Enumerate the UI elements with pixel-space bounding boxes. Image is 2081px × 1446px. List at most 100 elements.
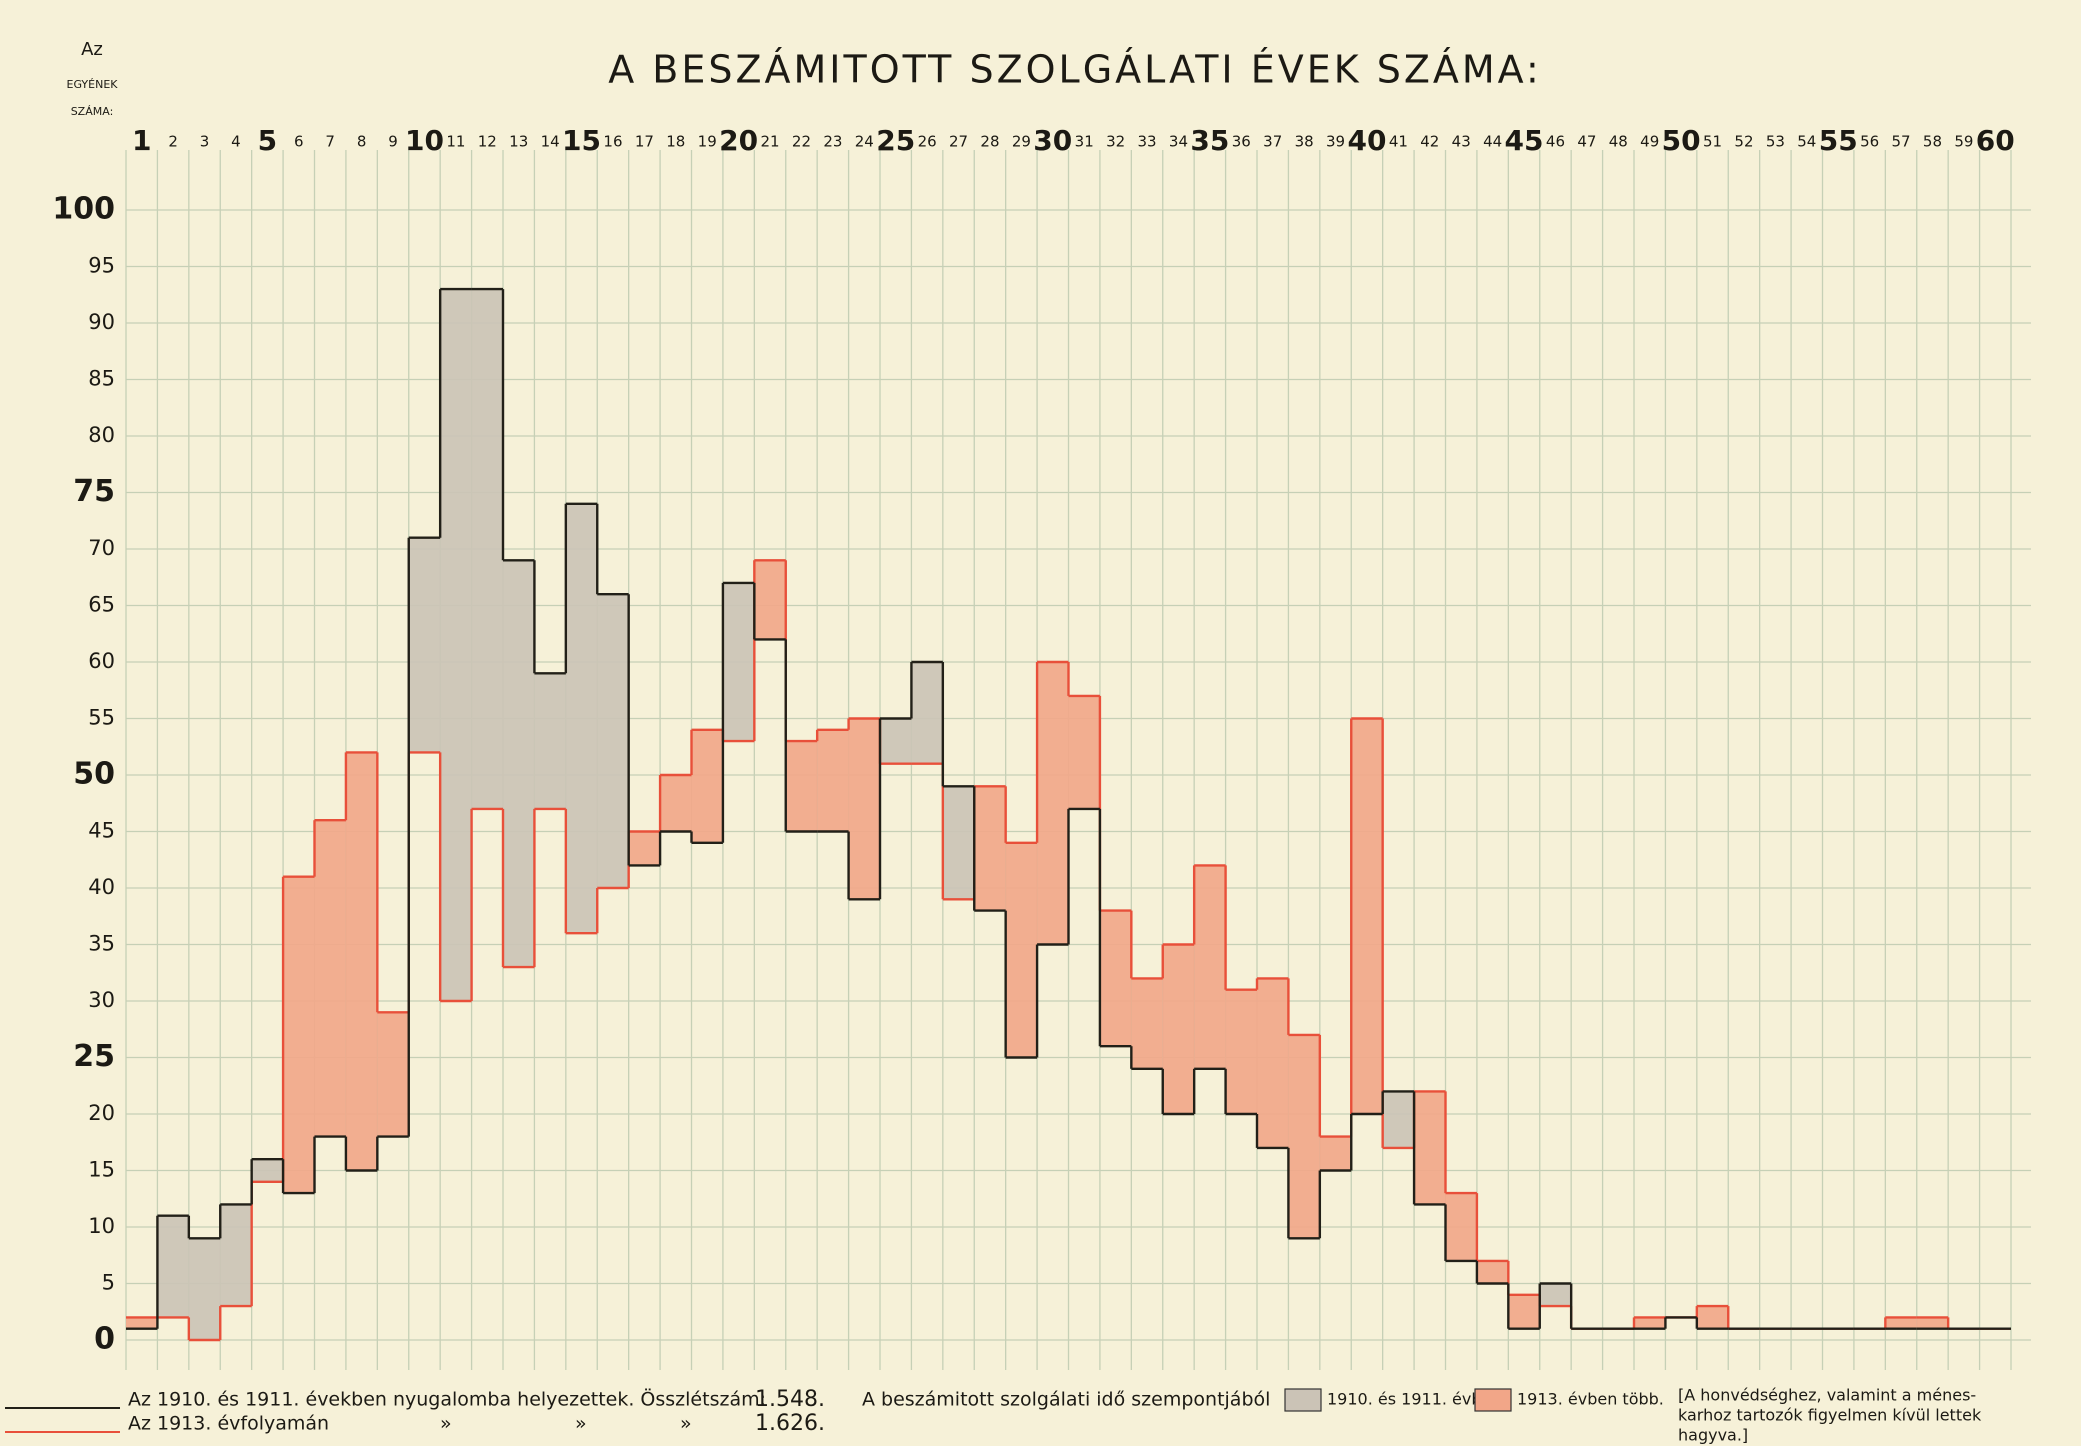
x-tick-label: 38 [1295, 133, 1314, 151]
difference-bar [1005, 842, 1038, 1058]
y-tick-label: 30 [88, 988, 115, 1012]
y-tick-label: 0 [94, 1322, 115, 1357]
x-tick-label: 5 [258, 124, 277, 157]
x-tick-label: 51 [1703, 133, 1722, 151]
x-tick-label: 40 [1347, 124, 1386, 157]
x-tick-label: 4 [231, 133, 241, 151]
legend-label: 1910. és 1911. évben [1327, 1390, 1502, 1409]
difference-bar [408, 537, 441, 753]
difference-bar [1885, 1317, 1917, 1329]
difference-bar [1476, 1260, 1509, 1284]
x-tick-label: 41 [1389, 133, 1408, 151]
legend-label: 1913. évben több. [1517, 1390, 1664, 1409]
y-tick-label: 85 [88, 367, 115, 391]
y-tick-label: 50 [73, 757, 115, 792]
difference-bar [880, 718, 912, 764]
x-tick-label: 27 [949, 133, 968, 151]
x-tick-label: 23 [823, 133, 842, 151]
difference-bar [942, 786, 975, 900]
difference-bar [911, 662, 943, 764]
difference-bar [1037, 662, 1069, 945]
x-tick-label: 36 [1232, 133, 1251, 151]
x-tick-label: 28 [980, 133, 999, 151]
y-tick-label: 65 [88, 593, 115, 617]
x-tick-label: 3 [200, 133, 210, 151]
difference-bar [1539, 1283, 1572, 1307]
x-tick-label: 6 [294, 133, 304, 151]
legend-swatch [1474, 1388, 1512, 1412]
difference-bar [345, 752, 378, 1171]
y-tick-label: 10 [88, 1214, 115, 1238]
difference-bar [974, 786, 1006, 911]
x-tick-label: 17 [635, 133, 654, 151]
x-tick-label: 44 [1483, 133, 1502, 151]
y-label: SZÁMA: [71, 105, 114, 118]
difference-bar [314, 820, 346, 1137]
x-tick-label: 56 [1860, 133, 1879, 151]
y-tick-label: 90 [88, 310, 115, 334]
y-label: Az [81, 39, 103, 60]
difference-bar [628, 831, 661, 866]
note: karhoz tartozók figyelmen kívül lettek [1678, 1406, 1982, 1425]
legend-total: 1.626. [755, 1411, 825, 1436]
difference-bar [1319, 1136, 1352, 1171]
x-tick-label: 39 [1326, 133, 1345, 151]
difference-bar [1288, 1034, 1320, 1239]
difference-bar [754, 560, 786, 640]
x-tick-label: 43 [1452, 133, 1471, 151]
x-tick-label: 33 [1137, 133, 1156, 151]
x-tick-label: 49 [1640, 133, 1659, 151]
x-tick-label: 19 [698, 133, 717, 151]
x-tick-label: 15 [562, 124, 601, 157]
x-tick-label: 58 [1923, 133, 1942, 151]
difference-bar [660, 775, 692, 832]
x-tick-label: 24 [855, 133, 874, 151]
y-tick-label: 100 [52, 192, 115, 227]
difference-title: A beszámitott szolgálati idő szempontjáb… [862, 1389, 1270, 1411]
x-tick-label: 59 [1954, 133, 1973, 151]
y-tick-label: 20 [88, 1101, 115, 1125]
x-tick-label: 48 [1609, 133, 1628, 151]
difference-bar [283, 876, 315, 1194]
y-tick-label: 75 [73, 474, 115, 509]
x-tick-label: 21 [760, 133, 779, 151]
x-tick-label: 30 [1033, 124, 1072, 157]
difference-bar [1194, 865, 1226, 1069]
y-tick-label: 55 [88, 706, 115, 730]
x-tick-label: 37 [1263, 133, 1282, 151]
difference-bar [1162, 944, 1195, 1114]
difference-bar [1414, 1091, 1446, 1205]
x-tick-label: 16 [603, 133, 622, 151]
x-tick-label: 14 [541, 133, 560, 151]
y-tick-label: 60 [88, 649, 115, 673]
difference-bar [1916, 1317, 1949, 1329]
difference-bar [817, 729, 849, 832]
x-tick-label: 45 [1505, 124, 1544, 157]
x-tick-label: 57 [1891, 133, 1910, 151]
x-tick-label: 1 [132, 124, 151, 157]
x-tick-label: 31 [1075, 133, 1094, 151]
y-tick-label: 25 [73, 1039, 115, 1074]
x-tick-label: 26 [918, 133, 937, 151]
ditto-mark: » [680, 1413, 692, 1435]
x-tick-label: 18 [666, 133, 685, 151]
ditto-mark: » [440, 1413, 452, 1435]
x-tick-label: 12 [478, 133, 497, 151]
difference-bar [1445, 1193, 1477, 1261]
y-tick-label: 35 [88, 932, 115, 956]
difference-bar [691, 729, 723, 843]
difference-bar [785, 741, 818, 832]
x-tick-label: 50 [1662, 124, 1701, 157]
difference-bar [1099, 910, 1132, 1047]
difference-bar [1382, 1091, 1415, 1148]
x-tick-label: 25 [876, 124, 915, 157]
x-tick-label: 55 [1819, 124, 1858, 157]
difference-bar [1131, 978, 1163, 1069]
x-tick-label: 32 [1106, 133, 1125, 151]
y-tick-label: 5 [102, 1271, 115, 1295]
chart-title: A BESZÁMITOTT SZOLGÁLATI ÉVEK SZÁMA: [608, 48, 1542, 92]
x-tick-label: 60 [1976, 124, 2015, 157]
difference-bar [1508, 1294, 1540, 1329]
difference-bar [722, 582, 755, 742]
